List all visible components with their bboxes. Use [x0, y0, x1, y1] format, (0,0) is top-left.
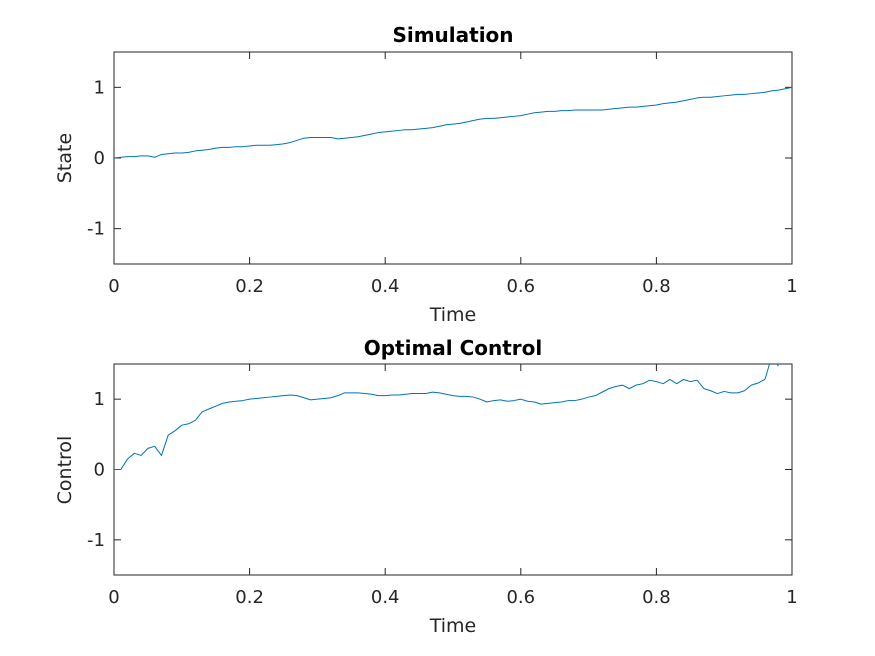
x-tick-label: 1	[786, 276, 797, 297]
x-tick-label: 0.8	[642, 587, 671, 608]
x-tick-label: 0.8	[642, 276, 671, 297]
x-tick-labels: 0 0.2 0.4 0.6 0.8 1	[108, 276, 797, 297]
x-tick-label: 0	[108, 587, 119, 608]
series-group	[114, 364, 779, 470]
chart-title: Optimal Control	[364, 336, 543, 360]
x-tick-labels: 0 0.2 0.4 0.6 0.8 1	[108, 587, 797, 608]
y-axis-label: State	[54, 133, 76, 183]
x-tick-label: 0.2	[235, 276, 264, 297]
subplot-simulation: 0 0.2 0.4 0.6 0.8 1 -1 0 1 Simulation Time Stat…	[54, 23, 798, 326]
series-line	[114, 86, 792, 159]
x-axis-label: Time	[429, 615, 477, 637]
x-tick-label: 0.4	[371, 276, 400, 297]
plot-area	[113, 363, 793, 576]
plot-area	[113, 51, 793, 265]
y-tick-label: 1	[94, 77, 105, 98]
y-tick-label: 0	[94, 460, 105, 481]
y-tick-label: 0	[94, 148, 105, 169]
y-tick-labels: -1 0 1	[87, 389, 105, 551]
y-tick-label: 1	[94, 389, 105, 410]
y-tick-labels: -1 0 1	[87, 77, 105, 239]
series-line	[114, 364, 779, 470]
series-group	[114, 86, 792, 159]
subplot-optimal-control: 0 0.2 0.4 0.6 0.8 1 -1 0 1 Optimal Control Time…	[54, 336, 798, 637]
x-tick-label: 0.6	[506, 276, 535, 297]
y-axis-label: Control	[54, 436, 76, 505]
x-tick-label: 0.6	[506, 587, 535, 608]
y-tick-label: -1	[87, 530, 105, 551]
x-tick-label: 0	[108, 276, 119, 297]
x-tick-label: 1	[786, 587, 797, 608]
x-axis-label: Time	[429, 304, 477, 326]
chart-title: Simulation	[392, 23, 513, 47]
y-tick-label: -1	[87, 219, 105, 240]
x-tick-label: 0.4	[371, 587, 400, 608]
x-tick-label: 0.2	[235, 587, 264, 608]
